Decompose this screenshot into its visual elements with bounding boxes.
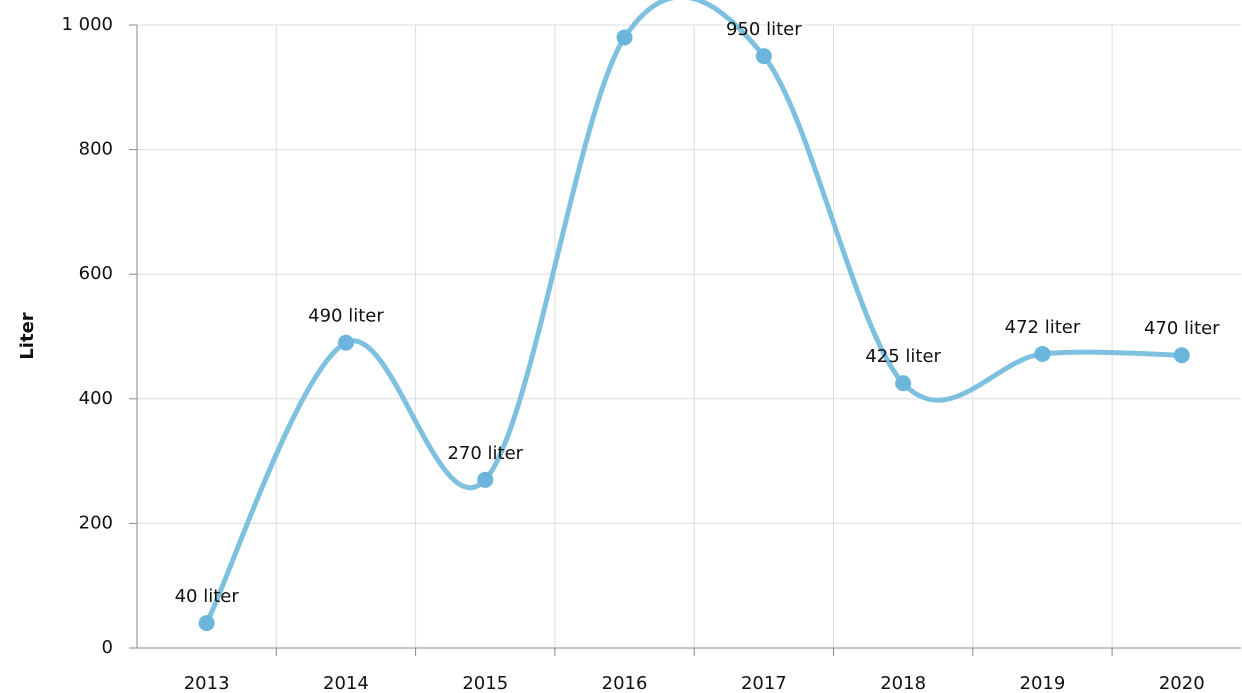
data-label: 270 liter [447, 443, 523, 464]
data-label: 40 liter [175, 586, 240, 607]
x-tick-label: 2017 [741, 673, 787, 693]
x-tick-label: 2018 [880, 673, 926, 693]
y-axis-label: Liter [17, 312, 38, 359]
data-label: 950 liter [726, 19, 802, 40]
y-tick-label: 800 [79, 139, 113, 160]
data-label: 472 liter [1005, 317, 1081, 338]
x-tick-label: 2013 [184, 673, 230, 693]
data-label: 425 liter [865, 346, 941, 367]
y-tick-label: 1 000 [61, 14, 113, 35]
x-tick-label: 2016 [602, 673, 648, 693]
point [616, 29, 633, 46]
point [337, 334, 354, 351]
x-tick-label: 2015 [462, 673, 508, 693]
point [1034, 345, 1051, 362]
y-tick-label: 400 [79, 388, 113, 409]
y-tick-label: 600 [79, 263, 113, 284]
point [895, 375, 912, 392]
x-tick-label: 2014 [323, 673, 369, 693]
point [755, 48, 772, 65]
x-tick-label: 2019 [1020, 673, 1066, 693]
data-label: 470 liter [1144, 318, 1220, 339]
point [198, 615, 215, 632]
point [477, 471, 494, 488]
point [1173, 347, 1190, 364]
data-label: 490 liter [308, 306, 384, 327]
x-tick-label: 2020 [1159, 673, 1205, 693]
y-tick-label: 200 [79, 512, 113, 533]
y-tick-label: 0 [102, 637, 113, 658]
